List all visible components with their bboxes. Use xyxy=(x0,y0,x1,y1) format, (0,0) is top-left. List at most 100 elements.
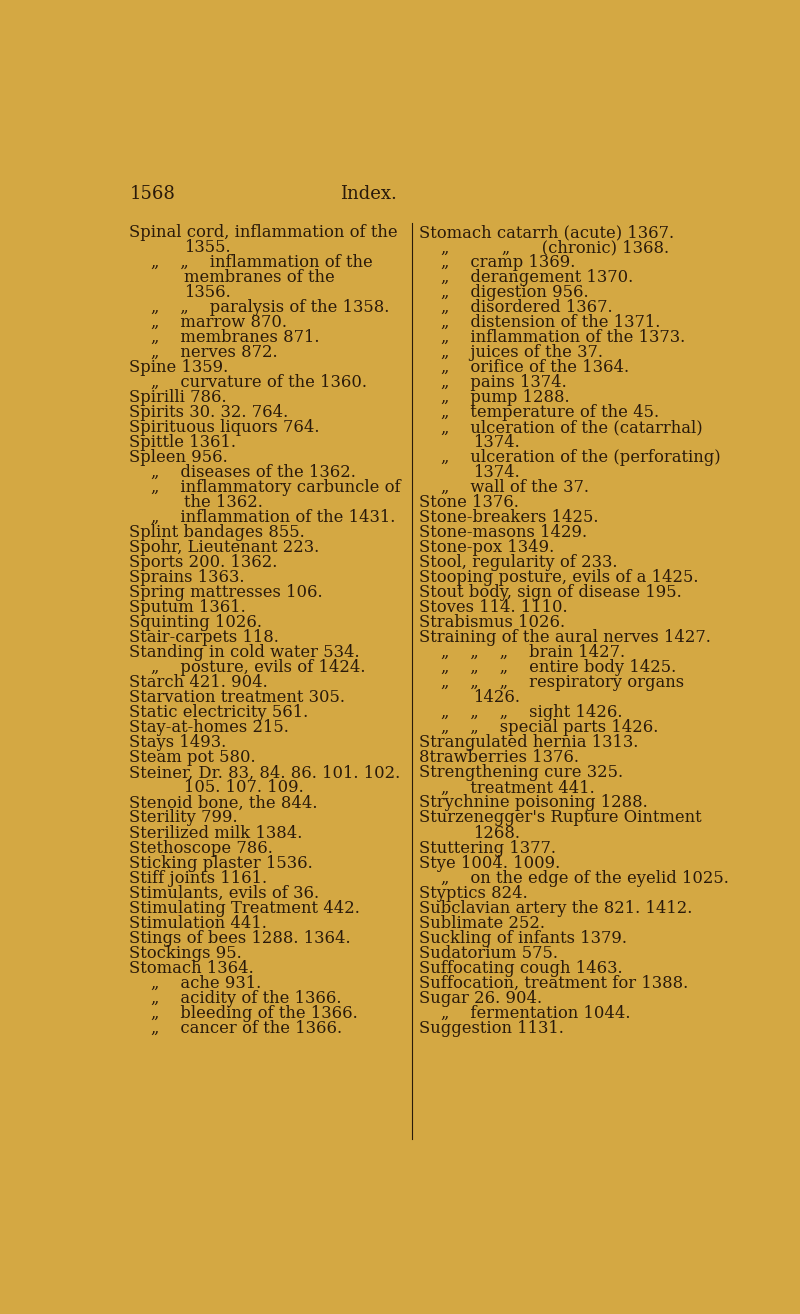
Text: Stays 1493.: Stays 1493. xyxy=(130,735,226,752)
Text: Stay-at-homes 215.: Stay-at-homes 215. xyxy=(130,719,290,736)
Text: „    acidity of the 1366.: „ acidity of the 1366. xyxy=(151,989,342,1007)
Text: „    membranes 871.: „ membranes 871. xyxy=(151,328,320,346)
Text: „    „    „    respiratory organs: „ „ „ respiratory organs xyxy=(441,674,684,691)
Text: Strangulated hernia 1313.: Strangulated hernia 1313. xyxy=(419,735,638,752)
Text: Sugar 26. 904.: Sugar 26. 904. xyxy=(419,989,542,1007)
Text: Stye 1004. 1009.: Stye 1004. 1009. xyxy=(419,854,561,871)
Text: the 1362.: the 1362. xyxy=(184,494,262,511)
Text: Stings of bees 1288. 1364.: Stings of bees 1288. 1364. xyxy=(130,929,351,946)
Text: 8trawberries 1376.: 8trawberries 1376. xyxy=(419,749,579,766)
Text: „    „    „    brain 1427.: „ „ „ brain 1427. xyxy=(441,644,625,661)
Text: Stethoscope 786.: Stethoscope 786. xyxy=(130,840,274,857)
Text: Sprains 1363.: Sprains 1363. xyxy=(130,569,245,586)
Text: Steiner, Dr. 83, 84. 86. 101. 102.: Steiner, Dr. 83, 84. 86. 101. 102. xyxy=(130,765,401,782)
Text: „    nerves 872.: „ nerves 872. xyxy=(151,344,278,361)
Text: „    diseases of the 1362.: „ diseases of the 1362. xyxy=(151,464,356,481)
Text: Stoves 114. 1110.: Stoves 114. 1110. xyxy=(419,599,568,616)
Text: Sterilized milk 1384.: Sterilized milk 1384. xyxy=(130,824,303,841)
Text: Suckling of infants 1379.: Suckling of infants 1379. xyxy=(419,929,627,946)
Text: „    treatment 441.: „ treatment 441. xyxy=(441,779,594,796)
Text: Starvation treatment 305.: Starvation treatment 305. xyxy=(130,690,346,707)
Text: „    inflammatory carbuncle of: „ inflammatory carbuncle of xyxy=(151,480,401,497)
Text: Spinal cord, inflammation of the: Spinal cord, inflammation of the xyxy=(130,223,398,240)
Text: „    on the edge of the eyelid 1025.: „ on the edge of the eyelid 1025. xyxy=(441,870,729,887)
Text: Stone 1376.: Stone 1376. xyxy=(419,494,519,511)
Text: 1374.: 1374. xyxy=(474,434,520,451)
Text: „    wall of the 37.: „ wall of the 37. xyxy=(441,480,589,497)
Text: „    pump 1288.: „ pump 1288. xyxy=(441,389,570,406)
Text: Suffocation, treatment for 1388.: Suffocation, treatment for 1388. xyxy=(419,975,689,992)
Text: „    „    „    entire body 1425.: „ „ „ entire body 1425. xyxy=(441,660,676,677)
Text: Stockings 95.: Stockings 95. xyxy=(130,945,242,962)
Text: Sublimate 252.: Sublimate 252. xyxy=(419,915,546,932)
Text: Stiff joints 1161.: Stiff joints 1161. xyxy=(130,870,267,887)
Text: Spirilli 786.: Spirilli 786. xyxy=(130,389,227,406)
Text: Stimulants, evils of 36.: Stimulants, evils of 36. xyxy=(130,884,319,901)
Text: „    „    „    sight 1426.: „ „ „ sight 1426. xyxy=(441,704,622,721)
Text: „    „    paralysis of the 1358.: „ „ paralysis of the 1358. xyxy=(151,300,390,315)
Text: Sports 200. 1362.: Sports 200. 1362. xyxy=(130,555,278,572)
Text: Spohr, Lieutenant 223.: Spohr, Lieutenant 223. xyxy=(130,539,320,556)
Text: „    ulceration of the (perforating): „ ulceration of the (perforating) xyxy=(441,449,721,466)
Text: „    pains 1374.: „ pains 1374. xyxy=(441,374,566,392)
Text: Suggestion 1131.: Suggestion 1131. xyxy=(419,1020,564,1037)
Text: Sturzenegger's Rupture Ointment: Sturzenegger's Rupture Ointment xyxy=(419,809,702,827)
Text: 105. 107. 109.: 105. 107. 109. xyxy=(184,779,303,796)
Text: „    distension of the 1371.: „ distension of the 1371. xyxy=(441,314,660,331)
Text: Spine 1359.: Spine 1359. xyxy=(130,359,229,376)
Text: „    ulceration of the (catarrhal): „ ulceration of the (catarrhal) xyxy=(441,419,702,436)
Text: „    orifice of the 1364.: „ orifice of the 1364. xyxy=(441,359,629,376)
Text: Suffocating cough 1463.: Suffocating cough 1463. xyxy=(419,959,623,976)
Text: „    „    special parts 1426.: „ „ special parts 1426. xyxy=(441,719,658,736)
Text: Spirituous liquors 764.: Spirituous liquors 764. xyxy=(130,419,320,436)
Text: Splint bandages 855.: Splint bandages 855. xyxy=(130,524,306,541)
Text: Strabismus 1026.: Strabismus 1026. xyxy=(419,614,566,631)
Text: 1268.: 1268. xyxy=(474,824,521,841)
Text: „    bleeding of the 1366.: „ bleeding of the 1366. xyxy=(151,1005,358,1022)
Text: „    digestion 956.: „ digestion 956. xyxy=(441,284,589,301)
Text: membranes of the: membranes of the xyxy=(184,269,334,286)
Text: „    curvature of the 1360.: „ curvature of the 1360. xyxy=(151,374,367,392)
Text: „    inflammation of the 1373.: „ inflammation of the 1373. xyxy=(441,328,686,346)
Text: 1426.: 1426. xyxy=(474,690,521,707)
Text: Strychnine poisoning 1288.: Strychnine poisoning 1288. xyxy=(419,795,648,812)
Text: „    posture, evils of 1424.: „ posture, evils of 1424. xyxy=(151,660,366,677)
Text: Stimulating Treatment 442.: Stimulating Treatment 442. xyxy=(130,900,360,917)
Text: Strengthening cure 325.: Strengthening cure 325. xyxy=(419,765,623,782)
Text: Sticking plaster 1536.: Sticking plaster 1536. xyxy=(130,854,314,871)
Text: Subclavian artery the 821. 1412.: Subclavian artery the 821. 1412. xyxy=(419,900,693,917)
Text: Standing in cold water 534.: Standing in cold water 534. xyxy=(130,644,360,661)
Text: Static electricity 561.: Static electricity 561. xyxy=(130,704,309,721)
Text: Stool, regularity of 233.: Stool, regularity of 233. xyxy=(419,555,618,572)
Text: „    derangement 1370.: „ derangement 1370. xyxy=(441,269,634,286)
Text: „    cramp 1369.: „ cramp 1369. xyxy=(441,254,575,271)
Text: Spittle 1361.: Spittle 1361. xyxy=(130,434,237,451)
Text: 1374.: 1374. xyxy=(474,464,520,481)
Text: 1568: 1568 xyxy=(130,185,175,204)
Text: Stimulation 441.: Stimulation 441. xyxy=(130,915,267,932)
Text: „    cancer of the 1366.: „ cancer of the 1366. xyxy=(151,1020,342,1037)
Text: Stomach catarrh (acute) 1367.: Stomach catarrh (acute) 1367. xyxy=(419,223,674,240)
Text: „    inflammation of the 1431.: „ inflammation of the 1431. xyxy=(151,510,395,526)
Text: Spirits 30. 32. 764.: Spirits 30. 32. 764. xyxy=(130,405,289,420)
Text: Steam pot 580.: Steam pot 580. xyxy=(130,749,256,766)
Text: Spring mattresses 106.: Spring mattresses 106. xyxy=(130,585,323,602)
Text: „    disordered 1367.: „ disordered 1367. xyxy=(441,300,613,315)
Text: Sudatorium 575.: Sudatorium 575. xyxy=(419,945,558,962)
Text: „    „    inflammation of the: „ „ inflammation of the xyxy=(151,254,373,271)
Text: Stout body, sign of disease 195.: Stout body, sign of disease 195. xyxy=(419,585,682,602)
Text: Stone-pox 1349.: Stone-pox 1349. xyxy=(419,539,554,556)
Text: Stair-carpets 118.: Stair-carpets 118. xyxy=(130,629,279,646)
Text: Stomach 1364.: Stomach 1364. xyxy=(130,959,254,976)
Text: „    fermentation 1044.: „ fermentation 1044. xyxy=(441,1005,630,1022)
Text: Stone-masons 1429.: Stone-masons 1429. xyxy=(419,524,587,541)
Text: „    ache 931.: „ ache 931. xyxy=(151,975,262,992)
Text: „    temperature of the 45.: „ temperature of the 45. xyxy=(441,405,659,420)
Text: Squinting 1026.: Squinting 1026. xyxy=(130,614,262,631)
Text: Stooping posture, evils of a 1425.: Stooping posture, evils of a 1425. xyxy=(419,569,699,586)
Text: Stone-breakers 1425.: Stone-breakers 1425. xyxy=(419,510,598,526)
Text: Sputum 1361.: Sputum 1361. xyxy=(130,599,246,616)
Text: 1355.: 1355. xyxy=(184,239,230,256)
Text: Index.: Index. xyxy=(340,185,397,204)
Text: 1356.: 1356. xyxy=(184,284,230,301)
